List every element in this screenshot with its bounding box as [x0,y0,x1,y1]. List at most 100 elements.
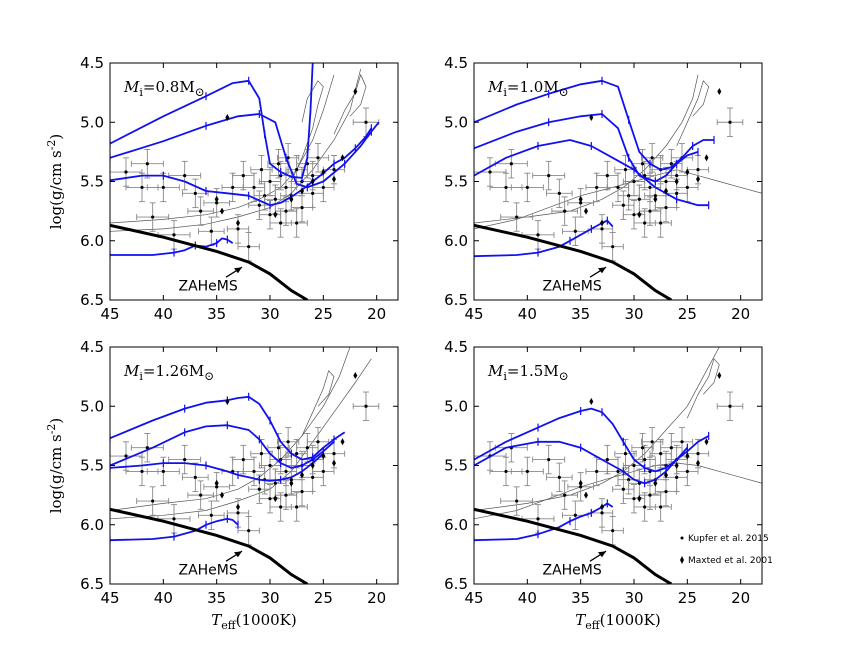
kupfer-point [650,156,654,160]
x-tick-label: 45 [100,589,119,607]
maxted-point [340,154,345,162]
mass-label: Mi=1.5M⊙ [487,362,569,383]
kupfer-point [640,446,645,450]
evolution-track-line [110,453,324,482]
kupfer-point [525,185,529,190]
panel-p1: 45 40 35 30 25 20 4.5 5.0 5.5 6.0 6.5 Mi=0.8M⊙ ZAHeM… [45,54,399,323]
panel-p2: 45 40 35 30 25 20 4.5 5.0 5.5 6.0 6.5 Mi=1.0M⊙ ZAHeM… [444,54,763,323]
kupfer-point [215,485,219,489]
kupfer-point [268,213,272,217]
zahems-arrowhead [598,551,606,558]
kupfer-point [295,452,299,456]
kupfer-point [284,185,288,190]
maxted-point [717,371,722,379]
kupfer-point [316,156,320,160]
mass-label: Mi=1.0M⊙ [487,78,569,99]
kupfer-point [193,475,197,479]
maxted-point [696,175,700,183]
maxted-point [704,154,709,162]
maxted-point [220,491,224,499]
kupfer-point [199,493,203,497]
kupfer-point [557,475,561,479]
maxted-point [332,459,336,467]
kupfer-point [605,457,609,462]
y-tick-label: 6.5 [80,575,104,593]
y-tick-label: 6.5 [80,291,104,309]
kupfer-point [172,233,176,237]
maxted-point [340,438,345,446]
x-tick-label: 30 [260,589,279,607]
maxted-point [310,178,315,185]
kupfer-point [215,201,219,205]
x-tick-label: 20 [731,305,750,323]
kupfer-point [623,452,628,456]
maxted-point [589,398,594,406]
kupfer-point [632,463,636,468]
kupfer-point [659,505,663,509]
maxted-point [653,195,658,203]
maxted-point [664,471,668,479]
kupfer-point [300,205,304,210]
mass-label: Mi=1.26M⊙ [123,362,214,383]
x-tick-label: 40 [154,589,173,607]
zahems-label: ZAHeMS [542,563,601,579]
x-tick-label: 25 [314,589,333,607]
kupfer-point [145,162,149,166]
kupfer-point [643,505,647,509]
y-tick-label: 4.5 [444,338,468,356]
y-axis-label: log(g/cm s-2) [45,418,65,514]
plot-area [474,74,762,300]
x-tick-label: 25 [678,305,697,323]
legend-diamond-icon [680,556,684,564]
y-axis-label: log(g/cm s-2) [45,134,65,230]
maxted-point [321,452,326,460]
y-tick-label: 5.0 [444,397,468,415]
kupfer-point [621,203,625,207]
kupfer-point [536,517,540,521]
kupfer-point [161,185,165,190]
kupfer-point [286,156,290,160]
kupfer-point [183,173,187,178]
y-tick-label: 6.0 [444,516,468,534]
kupfer-point [364,404,368,408]
kupfer-point [632,497,636,501]
kupfer-point [172,517,176,521]
x-tick-label: 40 [518,589,537,607]
kupfer-point [284,209,288,213]
kupfer-point [295,221,299,225]
plot-area [110,63,380,300]
maxted-point [696,459,700,467]
kupfer-point [632,179,636,184]
kupfer-point [621,487,625,491]
y-tick-label: 4.5 [444,54,468,72]
kupfer-point [504,469,508,474]
kupfer-point [643,457,647,462]
kupfer-point [124,170,128,174]
zahems-line [474,507,673,584]
x-tick-label: 20 [731,589,750,607]
kupfer-point [284,469,288,474]
kupfer-point [279,505,283,509]
thin-track-line [474,74,699,224]
y-tick-label: 6.5 [444,291,468,309]
kupfer-point [685,185,689,190]
x-tick-label: 20 [367,589,386,607]
kupfer-point [183,457,187,462]
kupfer-point [273,197,277,201]
x-axis-label: Teff(1000K) [211,611,296,632]
kupfer-point [193,191,197,195]
kupfer-point [675,173,679,178]
maxted-point [685,452,690,460]
kupfer-point [675,191,679,195]
maxted-point [300,471,304,479]
legend-label-maxted: Maxted et al. 2001 [688,556,773,566]
kupfer-point [311,173,315,178]
kupfer-point [364,120,368,124]
x-tick-label: 35 [571,589,590,607]
kupfer-point [241,457,245,462]
kupfer-point [611,529,615,533]
kupfer-point [696,452,700,456]
maxted-point [214,195,219,203]
maxted-point [289,195,294,203]
